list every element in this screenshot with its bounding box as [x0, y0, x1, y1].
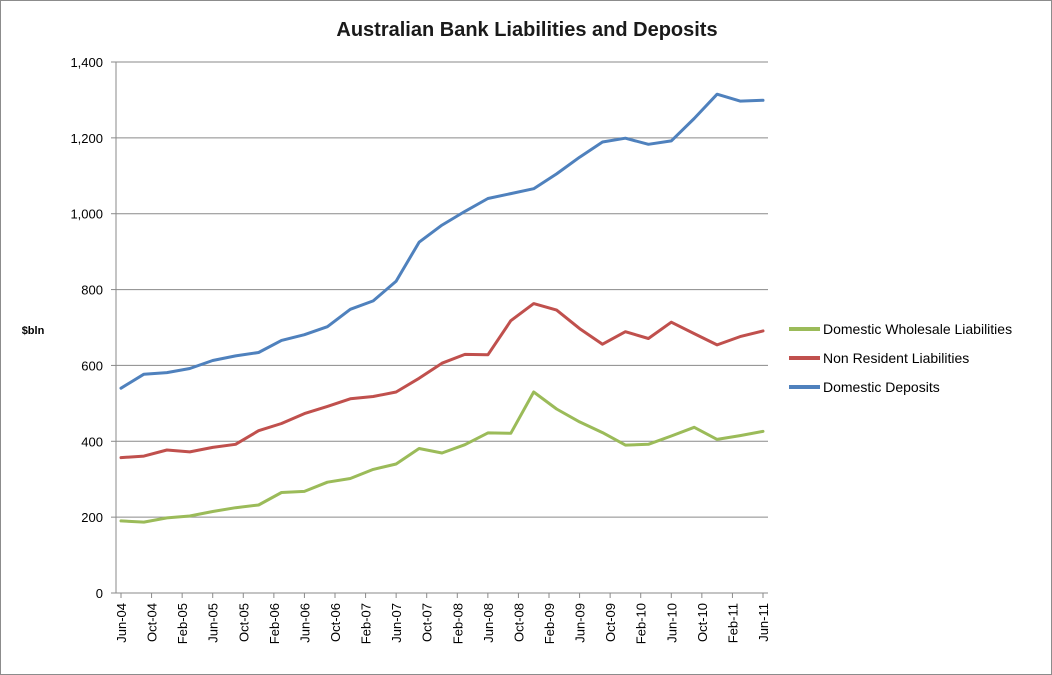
y-tick-label: 400: [81, 434, 103, 449]
y-tick-label: 0: [96, 586, 103, 601]
x-tick-label: Jun-11: [756, 603, 771, 642]
x-tick-label: Feb-09: [542, 603, 557, 644]
x-tick-label: Feb-10: [634, 603, 649, 644]
y-axis-label: $bln: [22, 325, 45, 337]
x-tick-label: Jun-09: [573, 603, 588, 643]
x-tick-label: Oct-04: [145, 603, 160, 642]
x-tick-label: Oct-08: [511, 603, 526, 642]
series-line-domestic-deposits: [119, 92, 765, 390]
x-tick-label: Feb-08: [450, 603, 465, 644]
axes: [115, 62, 768, 594]
x-tick-label: Jun-10: [664, 603, 679, 643]
y-tick-label: 600: [81, 358, 103, 373]
legend-label: Non Resident Liabilities: [823, 350, 969, 366]
x-tick-label: Jun-06: [297, 603, 312, 643]
x-tick-label: Jun-05: [206, 603, 221, 643]
x-tick-label: Jun-07: [389, 603, 404, 643]
x-tick-label: Feb-11: [725, 603, 740, 643]
legend: Domestic Wholesale Liabilities Non Reside…: [789, 321, 1012, 395]
x-tick-label: Oct-06: [328, 603, 343, 642]
x-tick-label: Jun-04: [114, 603, 129, 643]
x-tick-label: Feb-06: [267, 603, 282, 644]
legend-label: Domestic Wholesale Liabilities: [823, 321, 1012, 337]
y-tick-label: 800: [81, 283, 103, 298]
x-tick-label: Oct-07: [420, 603, 435, 642]
series-lines: [119, 92, 765, 524]
legend-label: Domestic Deposits: [823, 379, 940, 395]
y-tick-labels: 0 200 400 600 800 1,000 1,200 1,400: [70, 55, 103, 601]
x-tick-label: Feb-05: [175, 603, 190, 644]
y-tick-label: 200: [81, 510, 103, 525]
y-tick-label: 1,200: [70, 131, 103, 146]
series-line-non-resident-liabilities: [119, 302, 765, 460]
series-line-domestic-wholesale-liabilities: [119, 390, 765, 524]
x-tick-label: Jun-08: [481, 603, 496, 643]
x-tick-label: Oct-05: [236, 603, 251, 642]
x-tick-label: Feb-07: [359, 603, 374, 644]
x-tick-label: Oct-09: [603, 603, 618, 642]
y-tick-label: 1,000: [70, 207, 103, 222]
x-tick-label: Oct-10: [695, 603, 710, 642]
x-tick-labels: Jun-04 Oct-04 Feb-05 Jun-05 Oct-05 Feb-06 Jun-…: [114, 593, 771, 644]
y-tick-label: 1,400: [70, 55, 103, 70]
chart-title: Australian Bank Liabilities and Deposits: [336, 19, 717, 41]
gridlines: [111, 61, 768, 594]
